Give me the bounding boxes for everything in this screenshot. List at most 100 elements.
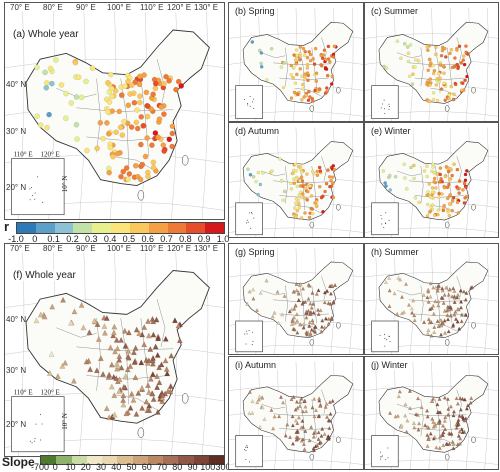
station-marker (292, 327, 297, 332)
station-marker (169, 130, 176, 137)
map-panel-j: (j) Winter (364, 356, 499, 470)
station-marker (422, 169, 427, 173)
colorbar-swatch (186, 223, 206, 233)
map-panel-a: (a) Whole year 110° E 120° E 10° N (4, 2, 225, 220)
station-marker (95, 336, 102, 342)
station-marker (295, 53, 299, 58)
station-marker (163, 366, 170, 372)
island-mark (384, 222, 386, 224)
station-marker (307, 50, 311, 54)
province-boundary (396, 52, 421, 58)
colorbar-r-ticks: -1.0 0 0.1 0.2 0.3 0.4 0.5 0.6 0.7 0.8 0.9 1.0 (8, 234, 229, 246)
station-marker (324, 67, 329, 71)
inset-lon-label: 120° E (40, 389, 59, 397)
station-marker (309, 424, 314, 429)
island-mark (388, 108, 390, 110)
colorbar-tick-label: 0 (32, 234, 38, 244)
station-marker (439, 53, 444, 58)
station-marker (458, 288, 463, 293)
island-mark (40, 414, 42, 416)
station-marker (464, 185, 468, 190)
station-marker (307, 215, 312, 220)
station-marker (437, 396, 442, 401)
station-marker (463, 297, 468, 302)
station-marker (250, 399, 255, 404)
station-marker (425, 443, 430, 448)
station-marker (123, 165, 130, 171)
station-marker (293, 81, 298, 85)
station-marker (446, 412, 451, 417)
station-marker (426, 287, 431, 292)
colorbar-tick-label: 0.3 (85, 234, 98, 244)
province-boundary (414, 77, 464, 81)
station-marker (288, 435, 293, 439)
station-marker (53, 57, 59, 63)
station-marker (105, 79, 111, 86)
station-marker (450, 208, 454, 213)
station-marker (323, 404, 328, 409)
station-marker (310, 211, 315, 216)
island-mark (250, 227, 252, 229)
graticule-meridian (484, 7, 489, 121)
lat-label: 30° N (6, 127, 27, 136)
station-marker (428, 281, 433, 286)
station-marker (133, 119, 140, 126)
province-boundary (156, 299, 166, 347)
station-marker (258, 182, 263, 187)
station-marker (294, 429, 299, 434)
station-marker (399, 423, 404, 428)
station-marker (446, 406, 451, 411)
colorbar-swatch (178, 456, 194, 464)
station-marker (48, 351, 55, 357)
station-marker (169, 123, 176, 129)
island-mark (31, 195, 33, 197)
station-marker (463, 416, 468, 421)
station-marker (283, 433, 288, 438)
station-marker (414, 412, 419, 417)
station-marker (159, 391, 166, 398)
station-marker (248, 172, 253, 177)
station-marker (142, 153, 149, 160)
province-boundary (120, 78, 129, 167)
lon-label: 90° E (76, 3, 96, 12)
station-marker (305, 172, 309, 176)
station-marker (387, 275, 392, 280)
island-mark (37, 176, 39, 178)
station-marker (250, 40, 255, 44)
map-panel-g: (g) Spring (228, 243, 364, 355)
station-marker (441, 300, 446, 305)
province-boundary (96, 78, 101, 153)
station-marker (290, 423, 295, 428)
island-outline (336, 204, 341, 211)
island-mark (35, 423, 37, 425)
lon-label: 100° E (107, 244, 132, 253)
station-marker (399, 56, 403, 61)
station-marker (295, 318, 300, 323)
colorbar-tick-label: 0.8 (179, 234, 192, 244)
station-marker (407, 302, 411, 307)
station-marker (58, 82, 65, 88)
station-marker (313, 46, 318, 51)
station-marker (313, 329, 317, 334)
station-marker (429, 306, 434, 310)
colorbar-slope-bar (40, 455, 225, 465)
station-marker (449, 48, 454, 52)
station-marker (325, 73, 330, 78)
station-marker (110, 332, 117, 339)
station-marker (314, 79, 319, 83)
station-marker (153, 316, 160, 323)
map-panel-c: (c) Summer (364, 2, 499, 122)
station-marker (413, 65, 417, 69)
station-marker (435, 288, 440, 293)
station-marker (438, 318, 443, 323)
station-marker (106, 169, 112, 176)
lon-label: 70° E (10, 3, 30, 12)
lon-label: 120° E (167, 3, 192, 12)
island-outline (181, 393, 189, 404)
station-marker (295, 208, 300, 213)
station-marker (118, 337, 124, 343)
station-marker (459, 305, 463, 310)
station-marker (294, 169, 298, 173)
station-marker (166, 136, 173, 143)
station-marker (331, 299, 336, 304)
